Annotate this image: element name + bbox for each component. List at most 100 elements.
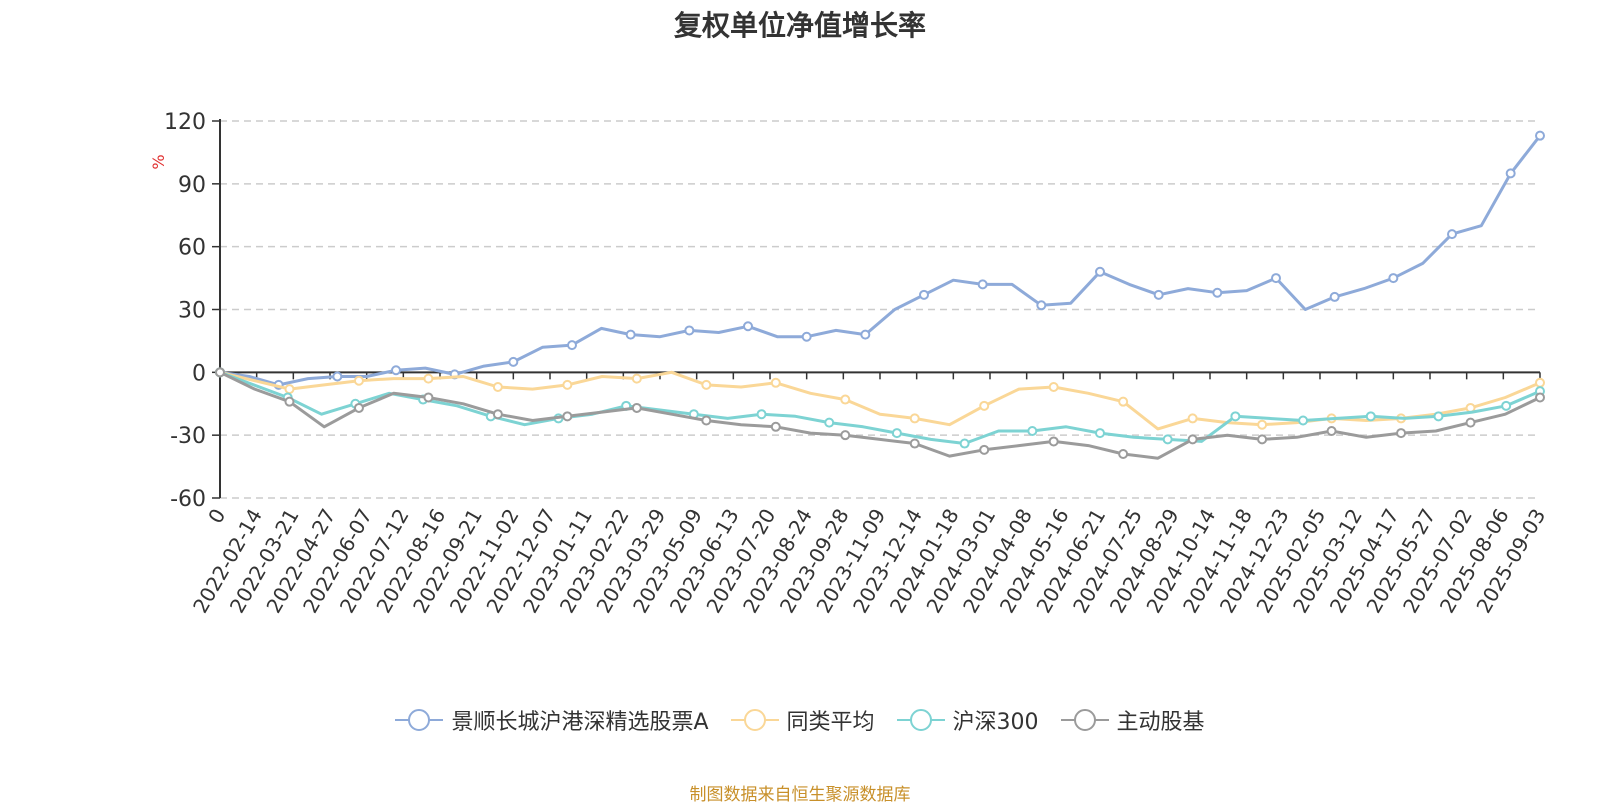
legend-item[interactable]: 景顺长城沪港深精选股票A xyxy=(395,704,709,736)
data-point xyxy=(625,329,636,340)
data-point xyxy=(353,402,364,413)
data-point xyxy=(1027,425,1038,436)
legend-item[interactable]: 沪深300 xyxy=(896,704,1039,736)
series-line xyxy=(219,134,1542,387)
data-point xyxy=(1271,273,1281,284)
data-point xyxy=(567,340,577,351)
source-note: 制图数据来自恒生聚源数据库 xyxy=(689,785,911,805)
data-point xyxy=(770,421,781,432)
data-point xyxy=(1257,434,1268,445)
y-tick-label: 30 xyxy=(178,299,206,324)
data-point xyxy=(770,377,781,388)
data-point xyxy=(1388,273,1399,284)
y-tick-label: 0 xyxy=(192,361,206,386)
data-point xyxy=(840,394,851,405)
data-point xyxy=(1433,411,1444,422)
data-point xyxy=(1329,291,1340,302)
data-point xyxy=(1187,413,1198,424)
y-tick-label: -30 xyxy=(170,424,206,449)
data-point xyxy=(919,289,929,300)
data-point xyxy=(1465,417,1476,428)
data-point xyxy=(1048,436,1059,447)
data-point xyxy=(909,438,920,449)
legend-label: 同类平均 xyxy=(786,710,875,735)
data-point xyxy=(1535,377,1545,388)
data-point xyxy=(1230,411,1241,422)
data-point xyxy=(631,402,642,413)
data-point xyxy=(353,375,364,386)
axes xyxy=(212,119,1541,499)
data-point xyxy=(423,392,434,403)
data-point xyxy=(1048,381,1059,392)
legend-marker-icon xyxy=(730,706,779,734)
data-point xyxy=(1257,419,1268,430)
grid-lines xyxy=(220,120,1540,499)
data-point xyxy=(1501,400,1512,411)
data-point xyxy=(562,379,573,390)
legend-label: 沪深300 xyxy=(952,710,1039,735)
data-point xyxy=(1326,425,1337,436)
data-point xyxy=(891,428,902,439)
data-point xyxy=(1212,287,1223,298)
data-point xyxy=(508,356,519,367)
data-point xyxy=(1162,434,1173,445)
data-point xyxy=(959,438,970,449)
data-point xyxy=(284,396,295,407)
data-point xyxy=(1365,411,1376,422)
data-point xyxy=(1118,396,1129,407)
x-tick-label: 0 xyxy=(203,505,230,528)
series-lines xyxy=(215,130,1545,460)
data-point xyxy=(492,409,503,420)
data-point xyxy=(684,325,695,336)
y-axis-label: % xyxy=(149,154,168,169)
data-point xyxy=(909,413,920,424)
data-point xyxy=(824,417,835,428)
data-point xyxy=(423,373,434,384)
legend-item[interactable]: 主动股基 xyxy=(1060,704,1205,736)
legend-label: 主动股基 xyxy=(1116,710,1205,735)
data-point xyxy=(701,415,712,426)
data-point xyxy=(631,373,642,384)
data-point xyxy=(756,409,767,420)
legend: 景顺长城沪港深精选股票A 同类平均 沪深300 主动股基 xyxy=(0,704,1600,736)
data-point xyxy=(215,367,225,378)
legend-marker-icon xyxy=(896,706,945,734)
data-point xyxy=(1505,168,1516,179)
data-point xyxy=(1095,428,1105,439)
data-point xyxy=(332,371,343,382)
legend-marker-icon xyxy=(1060,706,1109,734)
y-tick-label: 120 xyxy=(164,110,206,135)
data-point xyxy=(743,321,753,332)
data-point xyxy=(1153,289,1164,300)
series-line xyxy=(219,370,1541,445)
chart-title: 复权单位净值增长率 xyxy=(673,9,926,42)
data-point xyxy=(840,430,851,441)
data-point xyxy=(1095,266,1105,277)
x-tick-labels: 02022-02-142022-03-212022-04-272022-06-0… xyxy=(188,505,1550,618)
data-point xyxy=(1447,229,1457,240)
data-point xyxy=(979,444,990,455)
y-tick-label: -60 xyxy=(170,487,206,512)
y-tick-labels: 120 90 60 30 0 -30 -60 xyxy=(164,110,206,512)
data-point xyxy=(977,279,988,290)
data-point xyxy=(860,329,871,340)
legend-marker-icon xyxy=(395,706,444,734)
data-point xyxy=(801,331,812,342)
y-tick-label: 60 xyxy=(178,236,206,261)
data-point xyxy=(284,384,295,395)
legend-item[interactable]: 同类平均 xyxy=(730,704,875,736)
y-tick-label: 90 xyxy=(178,173,206,198)
series-line xyxy=(219,370,1541,431)
legend-label: 景顺长城沪港深精选股票A xyxy=(451,710,709,735)
data-point xyxy=(1396,428,1407,439)
data-point xyxy=(492,381,503,392)
data-point xyxy=(1118,449,1129,460)
data-point xyxy=(1535,130,1545,141)
data-point xyxy=(1298,415,1309,426)
data-point xyxy=(979,400,990,411)
data-point xyxy=(1535,392,1545,403)
data-point xyxy=(391,365,401,376)
series-line xyxy=(219,370,1541,460)
data-point xyxy=(1187,434,1198,445)
